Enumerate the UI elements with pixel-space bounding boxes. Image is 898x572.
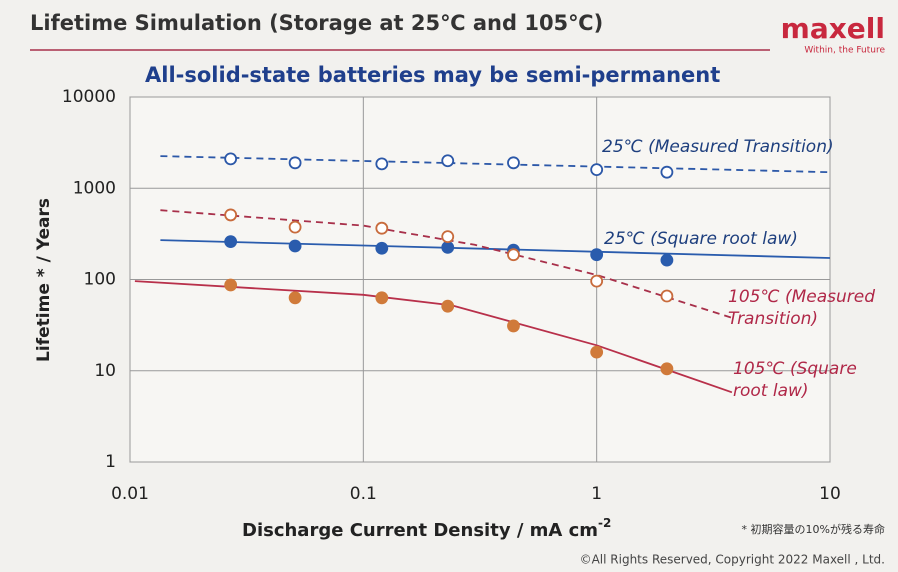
data-point bbox=[376, 223, 387, 234]
data-point bbox=[290, 157, 301, 168]
chart-title: All-solid-state batteries may be semi-pe… bbox=[145, 63, 720, 87]
y-tick-label: 10 bbox=[94, 361, 116, 381]
x-tick-label: 10 bbox=[819, 484, 841, 504]
data-point bbox=[376, 292, 387, 303]
logo: maxell bbox=[781, 12, 885, 45]
data-point bbox=[376, 158, 387, 169]
data-point bbox=[661, 363, 672, 374]
data-point bbox=[591, 347, 602, 358]
data-point bbox=[661, 167, 672, 178]
data-point bbox=[508, 320, 519, 331]
data-point bbox=[225, 153, 236, 164]
data-point bbox=[508, 249, 519, 260]
y-tick-label: 1 bbox=[105, 452, 116, 472]
footnote: * 初期容量の10%が残る寿命 bbox=[742, 522, 885, 536]
data-point bbox=[508, 157, 519, 168]
data-point bbox=[591, 164, 602, 175]
data-point bbox=[290, 240, 301, 251]
data-point bbox=[591, 249, 602, 260]
data-point bbox=[442, 242, 453, 253]
data-point bbox=[290, 292, 301, 303]
x-axis-label-sup: -2 bbox=[598, 516, 611, 530]
data-point bbox=[442, 301, 453, 312]
y-axis-label: Lifetime * / Years bbox=[34, 198, 54, 362]
data-point bbox=[225, 236, 236, 247]
page-title: Lifetime Simulation (Storage at 25℃ and … bbox=[30, 11, 603, 35]
copyright: ©All Rights Reserved, Copyright 2022 Max… bbox=[580, 553, 885, 567]
data-point bbox=[442, 231, 453, 242]
x-tick-label: 1 bbox=[591, 484, 602, 504]
data-point bbox=[442, 155, 453, 166]
series-label: 25℃ (Measured Transition) bbox=[602, 136, 882, 158]
x-tick-label: 0.01 bbox=[111, 484, 149, 504]
x-tick-label: 0.1 bbox=[350, 484, 377, 504]
slide: Lifetime Simulation (Storage at 25℃ and … bbox=[0, 0, 898, 572]
data-point bbox=[376, 243, 387, 254]
data-point bbox=[661, 290, 672, 301]
data-point bbox=[225, 280, 236, 291]
data-point bbox=[591, 276, 602, 287]
tagline: Within, the Future bbox=[804, 46, 885, 56]
data-point bbox=[661, 255, 672, 266]
series-label: 105℃ (Measured Transition) bbox=[728, 286, 893, 330]
y-tick-label: 1000 bbox=[73, 178, 116, 198]
x-axis-label: Discharge Current Density / mA cm-2 bbox=[242, 516, 611, 542]
y-tick-label: 100 bbox=[84, 270, 116, 290]
data-point bbox=[225, 209, 236, 220]
series-label: 25℃ (Square root law) bbox=[604, 228, 864, 250]
y-tick-label: 10000 bbox=[62, 87, 116, 107]
data-point bbox=[290, 222, 301, 233]
series-label: 105℃ (Square root law) bbox=[733, 358, 893, 402]
x-axis-label-text: Discharge Current Density / mA cm bbox=[242, 520, 598, 541]
